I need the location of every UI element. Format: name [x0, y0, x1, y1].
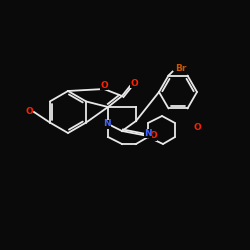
Text: N: N [103, 120, 111, 128]
Text: O: O [100, 80, 108, 90]
Text: O: O [25, 108, 33, 116]
Text: O: O [130, 78, 138, 88]
Text: N: N [144, 128, 152, 138]
Text: O: O [193, 122, 201, 132]
Text: Br: Br [175, 64, 186, 73]
Text: O: O [149, 132, 157, 140]
